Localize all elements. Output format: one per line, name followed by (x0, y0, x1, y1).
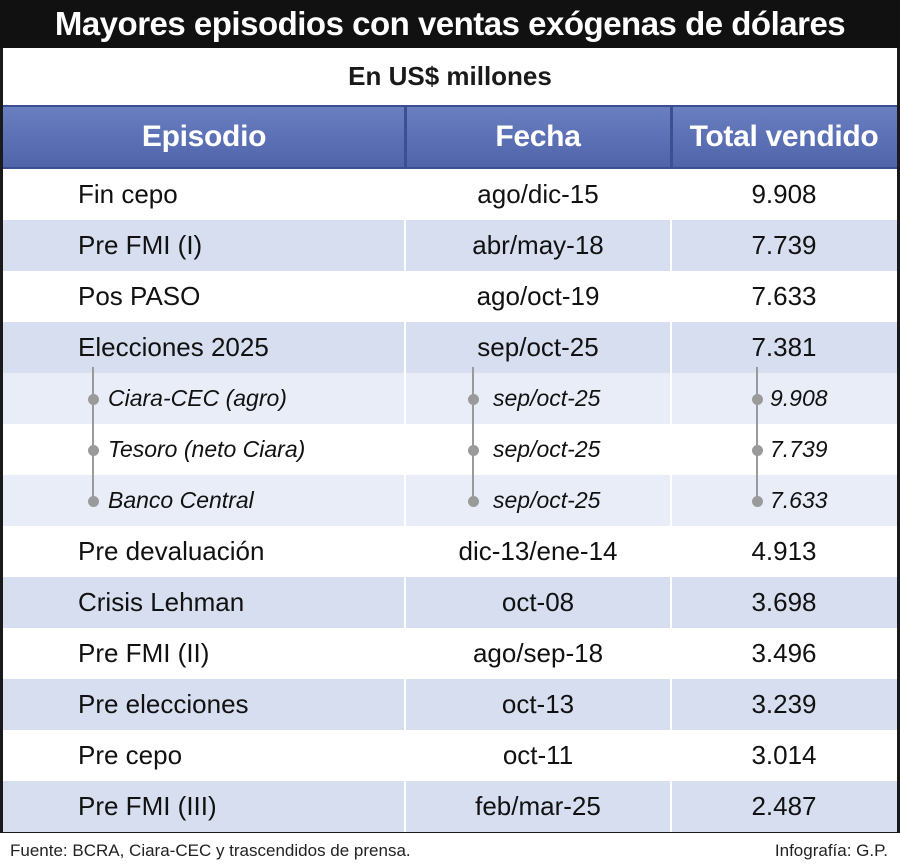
cell-total: 7.381 (751, 332, 817, 362)
cell-fecha: ago/oct-19 (476, 281, 600, 311)
page-title: Mayores episodios con ventas exógenas de… (0, 0, 900, 48)
cell-episodio: Fin cepo (78, 179, 178, 209)
table-row: Pre FMI (II) ago/sep-18 3.496 (3, 628, 897, 679)
cell-episodio: Pre FMI (III) (78, 791, 217, 821)
table-subtitle: En US$ millones (348, 61, 552, 91)
group-connector-line (756, 367, 758, 501)
header-total: Total vendido (689, 120, 879, 153)
header-divider (404, 107, 407, 167)
cell-total: 7.633 (770, 487, 828, 513)
table-row: Pre cepo oct-11 3.014 (3, 730, 897, 781)
table-subrow: Ciara-CEC (agro) sep/oct-25 9.908 (3, 373, 897, 424)
group-connector-line (472, 367, 474, 501)
cell-episodio: Pre devaluación (78, 536, 265, 566)
cell-total: 7.739 (770, 436, 828, 462)
table-row: Pre devaluación dic-13/ene-14 4.913 (3, 526, 897, 577)
bullet-dot (752, 495, 763, 507)
bullet-dot (752, 444, 763, 456)
table-row: Pre FMI (III) feb/mar-25 2.487 (3, 781, 897, 832)
cell-episodio: Pos PASO (78, 281, 201, 311)
table-subrow: Tesoro (neto Ciara) sep/oct-25 7.739 (3, 424, 897, 475)
cell-fecha: dic-13/ene-14 (458, 536, 618, 566)
bullet-dot (468, 495, 479, 507)
cell-total: 7.633 (751, 281, 817, 311)
cell-fecha: oct-08 (501, 587, 575, 617)
cell-episodio: Pre cepo (78, 740, 183, 770)
cell-episodio: Pre elecciones (78, 689, 249, 719)
cell-fecha: sep/oct-25 (477, 332, 599, 362)
cell-total: 3.698 (751, 587, 817, 617)
table-frame: En US$ millones Episodio Fecha Total ven… (0, 48, 900, 833)
cell-fecha: sep/oct-25 (493, 385, 601, 411)
table-row: Pre FMI (I) abr/may-18 7.739 (3, 220, 897, 271)
bullet-dot (88, 495, 99, 507)
source-note: Fuente: BCRA, Ciara-CEC y trascendidos d… (10, 840, 411, 860)
header-fecha: Fecha (495, 120, 581, 153)
cell-episodio: Ciara-CEC (agro) (108, 385, 287, 411)
table-row: Fin cepo ago/dic-15 9.908 (3, 169, 897, 220)
cell-episodio: Pre FMI (I) (78, 230, 203, 260)
cell-fecha: ago/sep-18 (472, 638, 604, 668)
cell-episodio: Banco Central (108, 487, 254, 513)
cell-fecha: oct-11 (502, 740, 574, 770)
bullet-dot (752, 393, 763, 405)
cell-episodio: Crisis Lehman (78, 587, 245, 617)
bullet-dot (468, 444, 479, 456)
cell-total: 3.014 (751, 740, 817, 770)
header-episodio: Episodio (141, 120, 267, 153)
bullet-dot (88, 393, 99, 405)
table-row: Pos PASO ago/oct-19 7.633 (3, 271, 897, 322)
footer: Fuente: BCRA, Ciara-CEC y trascendidos d… (0, 836, 900, 865)
table-row: Pre elecciones oct-13 3.239 (3, 679, 897, 730)
cell-fecha: feb/mar-25 (475, 791, 601, 821)
table-header: Episodio Fecha Total vendido (3, 105, 897, 169)
bullet-dot (468, 393, 479, 405)
cell-fecha: sep/oct-25 (493, 436, 601, 462)
table-subrow: Banco Central sep/oct-25 7.633 (3, 475, 897, 526)
cell-episodio: Tesoro (neto Ciara) (108, 436, 306, 462)
cell-fecha: oct-13 (501, 689, 575, 719)
cell-fecha: ago/dic-15 (477, 179, 599, 209)
column-divider (670, 169, 672, 832)
cell-total: 7.739 (751, 230, 817, 260)
cell-total: 2.487 (751, 791, 817, 821)
cell-total: 3.496 (751, 638, 817, 668)
cell-total: 3.239 (751, 689, 817, 719)
table-row: Elecciones 2025 sep/oct-25 7.381 (3, 322, 897, 373)
cell-total: 9.908 (751, 179, 817, 209)
cell-episodio: Elecciones 2025 (78, 332, 269, 362)
cell-total: 4.913 (751, 536, 817, 566)
cell-fecha: abr/may-18 (472, 230, 604, 260)
cell-episodio: Pre FMI (II) (78, 638, 210, 668)
header-divider (670, 107, 673, 167)
cell-total: 9.908 (770, 385, 828, 411)
group-connector-line (92, 367, 94, 501)
table-row: Crisis Lehman oct-08 3.698 (3, 577, 897, 628)
column-divider (404, 169, 406, 832)
bullet-dot (88, 444, 99, 456)
credit-note: Infografía: G.P. (774, 840, 888, 860)
cell-fecha: sep/oct-25 (493, 487, 601, 513)
